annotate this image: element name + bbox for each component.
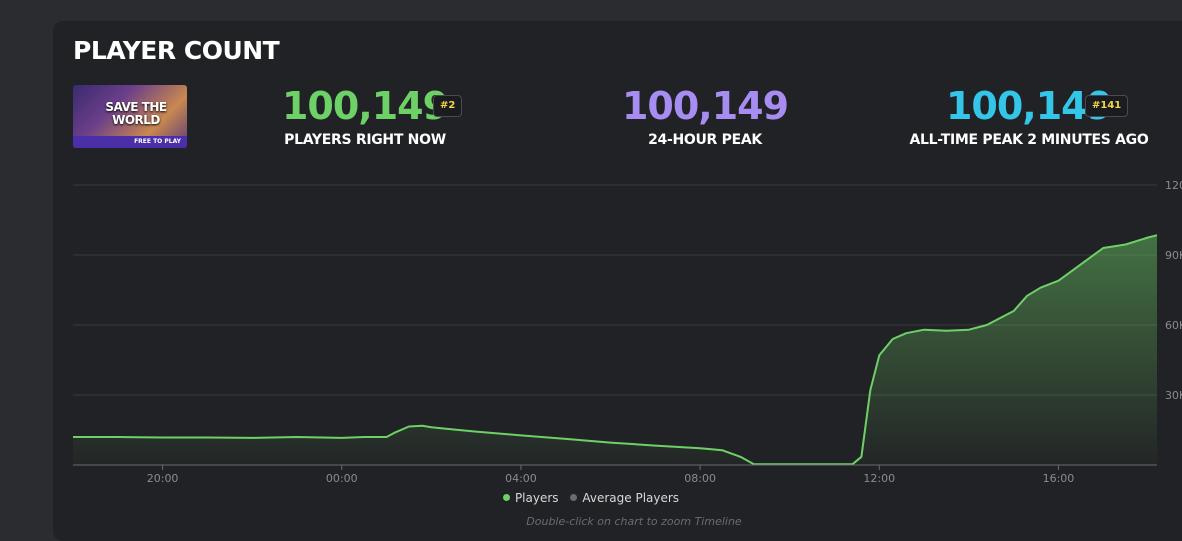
legend-item-average-players[interactable]: Average Players: [570, 491, 679, 505]
zoom-hint: Double-click on chart to zoom Timeline: [526, 515, 742, 528]
x-tick-label: 04:00: [505, 472, 537, 485]
legend-item-players[interactable]: Players: [502, 491, 559, 505]
all-time-rank-badge[interactable]: #141: [1085, 95, 1129, 117]
chart-legend: Players Average Players: [0, 491, 1182, 505]
players-series-line: [73, 234, 1158, 466]
x-tick-label: 16:00: [1043, 472, 1075, 485]
player-count-chart[interactable]: 30K 60K 90K 120K 20:00 00:00 04:00 08:00 12:00 16…: [0, 0, 1182, 528]
players-now-value: 100,149: [281, 84, 449, 128]
page-title: PLAYER COUNT: [73, 36, 280, 65]
players-now-label: PLAYERS RIGHT NOW: [284, 132, 446, 148]
x-tick-label: 20:00: [147, 472, 179, 485]
game-thumbnail[interactable]: SAVE THE WORLD FREE TO PLAY: [73, 85, 187, 148]
x-tick-label: 12:00: [863, 472, 895, 485]
game-thumbnail-title: SAVE THE WORLD: [105, 100, 167, 127]
players-area-fill: [73, 235, 1157, 465]
y-tick-label: 120K: [1165, 179, 1182, 192]
legend-average-label: Average Players: [582, 491, 680, 505]
legend-players-label: Players: [514, 491, 559, 505]
x-tick-label: 08:00: [684, 472, 716, 485]
peak-24h-value: 100,149: [621, 84, 789, 128]
players-now-rank-badge[interactable]: #2: [433, 95, 463, 117]
stat-24-hour-peak: 100,149 24-HOUR PEAK: [590, 86, 820, 148]
all-time-peak-label: ALL-TIME PEAK 2 MINUTES AGO: [909, 132, 1149, 148]
y-tick-label: 30K: [1165, 389, 1182, 402]
y-tick-label: 60K: [1165, 319, 1182, 332]
peak-24h-label: 24-HOUR PEAK: [648, 132, 762, 148]
game-thumbnail-band: FREE TO PLAY: [73, 136, 187, 148]
x-tick-label: 00:00: [326, 472, 358, 485]
legend-average-dot: [570, 494, 578, 501]
stat-players-now: 100,149 PLAYERS RIGHT NOW: [260, 86, 470, 148]
legend-players-dot: [502, 494, 510, 501]
y-tick-label: 90K: [1165, 249, 1182, 262]
